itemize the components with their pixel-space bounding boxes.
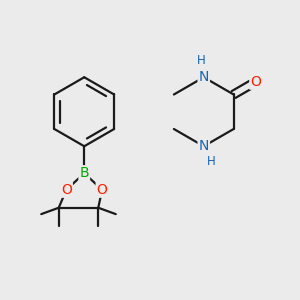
Text: H: H <box>207 155 216 168</box>
Text: H: H <box>197 54 206 67</box>
Text: O: O <box>61 183 72 197</box>
Text: O: O <box>97 183 107 197</box>
Text: N: N <box>199 70 209 84</box>
Text: O: O <box>250 75 261 89</box>
Text: B: B <box>80 166 89 180</box>
Text: N: N <box>199 139 209 153</box>
